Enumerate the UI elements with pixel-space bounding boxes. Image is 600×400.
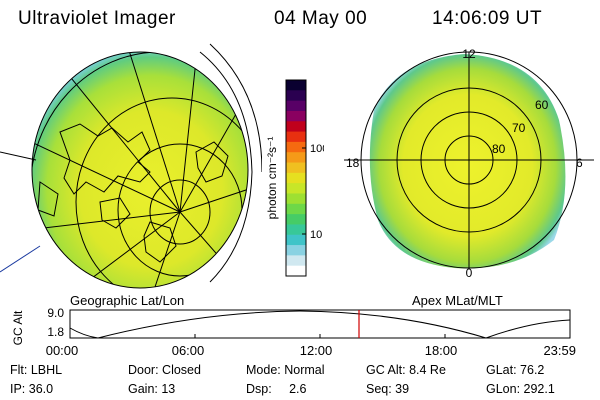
mlt-label-18: 18 xyxy=(346,156,360,170)
lat-label-60: 60 xyxy=(535,98,549,112)
colorbar-tick-100: 100 xyxy=(310,143,324,155)
colorbar-swatch xyxy=(286,255,306,267)
colorbar-swatch xyxy=(286,131,306,143)
altitude-plot: GC Alt 9.0 1.8 00:00 06:00 12:00 18:00 2… xyxy=(11,306,576,358)
info-door: Door: Closed xyxy=(128,363,201,377)
info-dsp: Dsp: 2.6 xyxy=(246,382,307,396)
instrument-title: Ultraviolet Imager xyxy=(18,8,176,29)
info-gain: Gain: 13 xyxy=(128,382,176,396)
info-glon: GLon: 292.1 xyxy=(486,382,555,396)
mlt-label-0: 0 xyxy=(466,266,473,280)
apex-polar-panel: 12 18 6 0 60 70 80 xyxy=(344,47,594,280)
altitude-tick-high: 9.0 xyxy=(47,306,64,320)
info-seq: Seq: 39 xyxy=(366,382,410,396)
intensity-colorbar: photon cm⁻²s⁻¹ 100 10 xyxy=(265,79,324,277)
colorbar-swatches xyxy=(286,80,306,277)
apex-polar-grid xyxy=(344,51,594,269)
observation-date: 04 May 00 xyxy=(274,8,368,29)
colorbar-swatch xyxy=(286,214,306,226)
info-mode: Mode: Normal xyxy=(246,363,325,377)
x-tick-1800: 18:00 xyxy=(425,343,458,358)
colorbar-swatch xyxy=(286,183,306,195)
colorbar-swatch xyxy=(286,121,306,133)
geographic-image-panel xyxy=(0,43,262,289)
lat-label-70: 70 xyxy=(512,121,526,135)
colorbar-swatch xyxy=(286,162,306,174)
mlt-label-12: 12 xyxy=(462,47,476,61)
x-tick-2359: 23:59 xyxy=(543,343,576,358)
colorbar-swatch xyxy=(286,245,306,256)
colorbar-swatch xyxy=(286,141,306,153)
info-gc-altitude: GC Alt: 8.4 Re xyxy=(366,363,446,377)
colorbar-swatch xyxy=(286,203,306,215)
info-ip: IP: 36.0 xyxy=(10,382,54,396)
x-tick-0000: 00:00 xyxy=(46,343,79,358)
colorbar-swatch xyxy=(286,265,306,277)
colorbar-swatch xyxy=(286,152,306,164)
colorbar-swatch xyxy=(286,234,306,246)
colorbar-swatch xyxy=(286,100,306,112)
colorbar-tick-10: 10 xyxy=(310,229,322,241)
altitude-tick-low: 1.8 xyxy=(47,325,64,339)
x-tick-1200: 12:00 xyxy=(300,343,333,358)
observation-time: 14:06:09 UT xyxy=(432,8,543,29)
geographic-panel-label: Geographic Lat/Lon xyxy=(70,293,185,308)
colorbar-swatch xyxy=(286,80,306,91)
mlt-label-6: 6 xyxy=(576,156,583,170)
x-tick-0600: 06:00 xyxy=(172,343,205,358)
colorbar-unit-label: photon cm⁻²s⁻¹ xyxy=(265,137,279,220)
apex-panel-label: Apex MLat/MLT xyxy=(412,293,503,308)
colorbar-swatch xyxy=(286,193,306,205)
colorbar-swatch xyxy=(286,172,306,184)
colorbar-swatch xyxy=(286,224,306,236)
lat-label-80: 80 xyxy=(492,142,506,156)
info-glat: GLat: 76.2 xyxy=(486,363,545,377)
colorbar-swatch xyxy=(286,90,306,102)
altitude-curve xyxy=(69,310,571,339)
colorbar-swatch xyxy=(286,110,306,122)
altitude-axis-label: GC Alt xyxy=(11,310,25,345)
info-filter: Flt: LBHL xyxy=(10,363,63,377)
geographic-globe xyxy=(0,43,262,289)
